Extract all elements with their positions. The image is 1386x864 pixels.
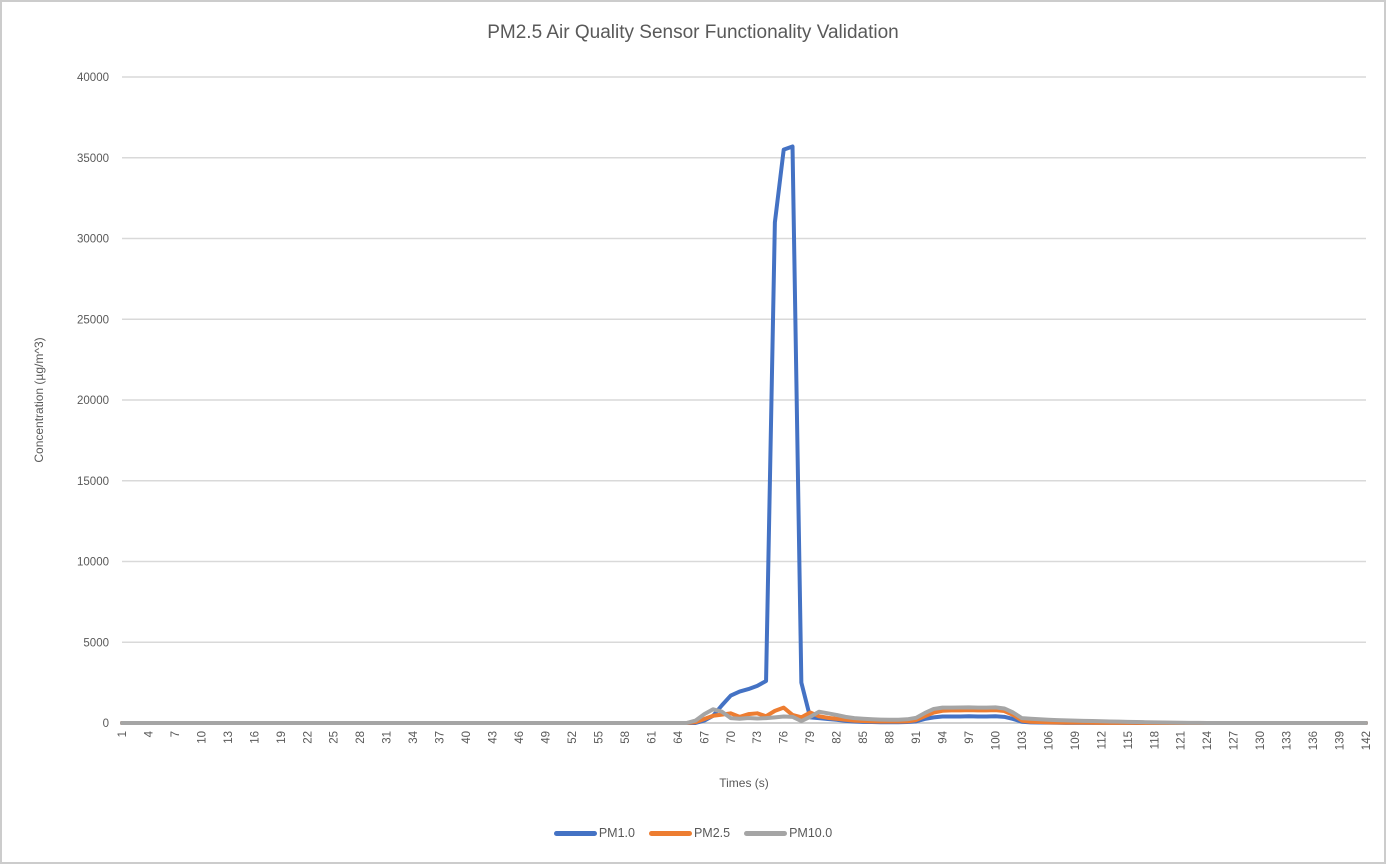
x-tick-label: 100 bbox=[990, 731, 1002, 750]
y-tick-label: 20000 bbox=[77, 395, 109, 407]
x-tick-label: 58 bbox=[620, 731, 632, 744]
x-tick-label: 19 bbox=[276, 731, 288, 744]
x-tick-label: 88 bbox=[885, 731, 897, 744]
x-tick-label: 121 bbox=[1176, 731, 1188, 750]
legend-line-swatch-pm1-0 bbox=[553, 830, 597, 836]
x-tick-label: 73 bbox=[752, 731, 764, 744]
x-tick-label: 139 bbox=[1335, 731, 1347, 750]
x-tick-label: 94 bbox=[938, 730, 950, 743]
x-tick-label: 4 bbox=[143, 730, 155, 737]
x-tick-label: 55 bbox=[593, 731, 605, 744]
x-tick-label: 142 bbox=[1361, 731, 1373, 750]
x-tick-label: 97 bbox=[964, 731, 976, 744]
x-tick-label: 37 bbox=[435, 731, 447, 744]
x-tick-label: 115 bbox=[1123, 731, 1135, 749]
y-axis-title: Concentration (µg/m^3) bbox=[32, 337, 46, 463]
x-tick-label: 79 bbox=[805, 731, 817, 744]
x-tick-label: 109 bbox=[1070, 731, 1082, 750]
x-tick-label: 28 bbox=[355, 731, 367, 744]
x-tick-label: 1 bbox=[117, 731, 129, 737]
legend-line-swatch-pm2-5 bbox=[648, 830, 692, 836]
x-tick-label: 31 bbox=[382, 731, 394, 744]
series-line-pm1-0 bbox=[120, 144, 1368, 725]
y-tick-label: 5000 bbox=[83, 637, 109, 649]
legend-item-pm2-5: PM2.5 bbox=[648, 826, 731, 840]
x-tick-label: 133 bbox=[1282, 731, 1294, 750]
x-tick-label: 67 bbox=[699, 731, 711, 744]
y-tick-label: 25000 bbox=[77, 314, 109, 326]
x-tick-label: 16 bbox=[249, 731, 261, 744]
legend-label: PM2.5 bbox=[693, 826, 731, 840]
x-tick-label: 106 bbox=[1043, 731, 1055, 750]
y-tick-label: 10000 bbox=[77, 557, 109, 569]
legend-item-pm1-0: PM1.0 bbox=[553, 826, 635, 840]
legend-item-pm10-0: PM10.0 bbox=[744, 826, 832, 840]
x-tick-label: 130 bbox=[1255, 731, 1267, 750]
x-tick-label: 13 bbox=[223, 731, 235, 744]
x-tick-label: 103 bbox=[1017, 731, 1029, 750]
x-tick-label: 118 bbox=[1149, 731, 1161, 749]
y-tick-label: 35000 bbox=[77, 153, 109, 165]
x-tick-label: 136 bbox=[1308, 731, 1320, 750]
y-tick-label: 0 bbox=[103, 718, 109, 730]
legend: PM1.0 PM2.5 PM10.0 bbox=[2, 826, 1384, 840]
x-tick-label: 46 bbox=[514, 731, 526, 744]
x-tick-label: 22 bbox=[302, 731, 314, 744]
x-tick-label: 70 bbox=[726, 731, 738, 744]
legend-label: PM10.0 bbox=[789, 826, 833, 840]
x-tick-label: 7 bbox=[170, 731, 182, 737]
x-tick-label: 82 bbox=[832, 731, 844, 744]
x-tick-label: 43 bbox=[488, 731, 500, 744]
x-tick-label: 52 bbox=[567, 731, 579, 744]
x-tick-label: 49 bbox=[540, 731, 552, 744]
x-tick-label: 127 bbox=[1229, 731, 1241, 750]
x-tick-label: 64 bbox=[673, 730, 685, 743]
x-axis-title: Times (s) bbox=[719, 776, 769, 790]
series-line-pm2-5 bbox=[120, 705, 1368, 725]
x-tick-label: 91 bbox=[911, 731, 923, 744]
x-tick-label: 40 bbox=[461, 731, 473, 744]
x-tick-label: 34 bbox=[408, 730, 420, 743]
chart-title: PM2.5 Air Quality Sensor Functionality V… bbox=[487, 22, 899, 43]
x-tick-label: 25 bbox=[329, 731, 341, 744]
y-tick-label: 15000 bbox=[77, 476, 109, 488]
y-tick-label: 40000 bbox=[77, 72, 109, 84]
legend-label: PM1.0 bbox=[598, 826, 635, 840]
y-tick-label: 30000 bbox=[77, 234, 109, 246]
x-tick-label: 61 bbox=[646, 731, 658, 744]
series-line-pm10-0 bbox=[120, 705, 1368, 725]
legend-line-swatch-pm10-0 bbox=[744, 830, 788, 836]
x-tick-label: 10 bbox=[196, 731, 208, 744]
x-tick-label: 112 bbox=[1096, 731, 1108, 749]
x-tick-label: 124 bbox=[1202, 730, 1214, 750]
x-tick-label: 76 bbox=[779, 731, 791, 744]
x-tick-label: 85 bbox=[858, 731, 870, 744]
